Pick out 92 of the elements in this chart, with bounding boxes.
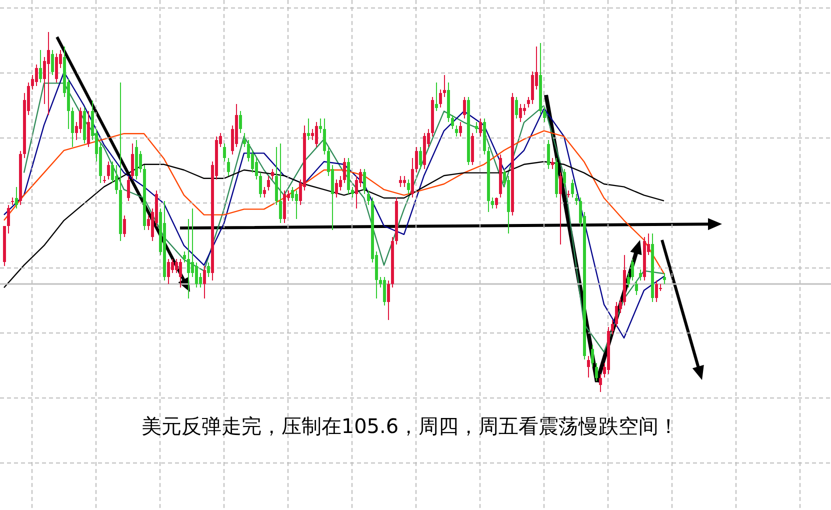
candlestick bbox=[255, 158, 258, 180]
candlestick bbox=[179, 258, 182, 288]
candlestick bbox=[443, 74, 446, 98]
candlestick bbox=[543, 107, 546, 122]
candlestick bbox=[11, 197, 14, 206]
candlestick bbox=[551, 158, 554, 170]
candlestick bbox=[195, 262, 198, 288]
candlestick bbox=[639, 269, 642, 281]
candlestick bbox=[635, 280, 638, 296]
candlestick bbox=[183, 251, 186, 263]
candlestick bbox=[227, 158, 230, 176]
candlestick bbox=[187, 218, 190, 299]
candlestick bbox=[627, 272, 630, 288]
candlestick bbox=[339, 176, 342, 191]
candlestick bbox=[591, 344, 594, 368]
candlestick bbox=[463, 96, 466, 119]
candlestick bbox=[363, 168, 366, 194]
candlestick bbox=[403, 176, 406, 188]
candlestick bbox=[587, 356, 590, 378]
candlestick bbox=[267, 176, 270, 191]
candlestick bbox=[315, 122, 318, 148]
candlestick bbox=[15, 186, 18, 209]
candlestick bbox=[419, 146, 422, 170]
candlestick bbox=[71, 107, 74, 148]
candlestick bbox=[207, 262, 210, 278]
candlestick bbox=[259, 172, 262, 198]
candlestick bbox=[175, 258, 178, 274]
candlestick bbox=[243, 132, 246, 148]
candlestick bbox=[479, 118, 482, 137]
candlestick bbox=[291, 186, 294, 202]
candlestick bbox=[271, 168, 274, 180]
candlestick bbox=[451, 114, 454, 130]
candlestick bbox=[407, 179, 410, 194]
candlestick bbox=[547, 140, 550, 170]
text: 美元反弹走完，压制在105.6，周四，周五看震荡慢跌空间！ bbox=[141, 414, 679, 438]
candlestick bbox=[491, 197, 494, 209]
candlestick bbox=[171, 258, 174, 274]
candlestick bbox=[343, 158, 346, 184]
candlestick bbox=[127, 176, 130, 202]
candlestick bbox=[79, 107, 82, 134]
candlestick bbox=[107, 161, 110, 180]
candlestick bbox=[631, 258, 634, 281]
candlestick bbox=[335, 179, 338, 198]
candlestick bbox=[595, 362, 598, 382]
candlestick bbox=[459, 122, 462, 137]
candlestick bbox=[367, 190, 370, 206]
candlestick bbox=[123, 215, 126, 238]
candlestick bbox=[655, 280, 658, 302]
candlestick bbox=[87, 110, 90, 148]
candlestick bbox=[663, 272, 666, 284]
candlestick bbox=[307, 118, 310, 140]
candlestick bbox=[39, 50, 42, 83]
candlestick bbox=[527, 96, 530, 108]
candlestick bbox=[311, 128, 314, 140]
candlestick bbox=[203, 266, 206, 299]
candlestick bbox=[55, 53, 58, 83]
candlestick bbox=[439, 89, 442, 108]
candlestick bbox=[319, 118, 322, 134]
candlestick bbox=[387, 280, 390, 320]
candlestick bbox=[139, 150, 142, 173]
candlestick bbox=[223, 143, 226, 162]
candlestick bbox=[35, 64, 38, 86]
candlestick bbox=[7, 204, 10, 234]
candlestick bbox=[47, 32, 50, 116]
candlestick bbox=[435, 82, 438, 112]
candlestick bbox=[611, 320, 614, 335]
candlestick bbox=[279, 143, 282, 224]
candlestick bbox=[559, 172, 562, 245]
candlestick bbox=[523, 104, 526, 116]
candlestick bbox=[131, 143, 134, 180]
candlestick bbox=[167, 258, 170, 284]
candlestick bbox=[475, 122, 478, 134]
candlestick bbox=[355, 176, 358, 209]
candlestick bbox=[615, 302, 618, 328]
candlestick bbox=[515, 96, 518, 119]
candlestick bbox=[495, 197, 498, 209]
candlestick bbox=[415, 146, 418, 173]
candlestick bbox=[115, 164, 118, 194]
candlestick bbox=[239, 110, 242, 134]
candlestick bbox=[519, 104, 522, 122]
candlestick bbox=[563, 168, 566, 188]
candlestick bbox=[571, 179, 574, 198]
candlestick bbox=[399, 176, 402, 188]
candlestick bbox=[263, 186, 266, 198]
candlestick bbox=[51, 50, 54, 76]
candlestick bbox=[455, 125, 458, 137]
candlestick bbox=[351, 186, 354, 198]
candlestick bbox=[599, 374, 602, 392]
candlestick bbox=[575, 194, 578, 206]
candlestick bbox=[383, 276, 386, 306]
candlestick bbox=[295, 190, 298, 220]
candlestick bbox=[323, 118, 326, 155]
